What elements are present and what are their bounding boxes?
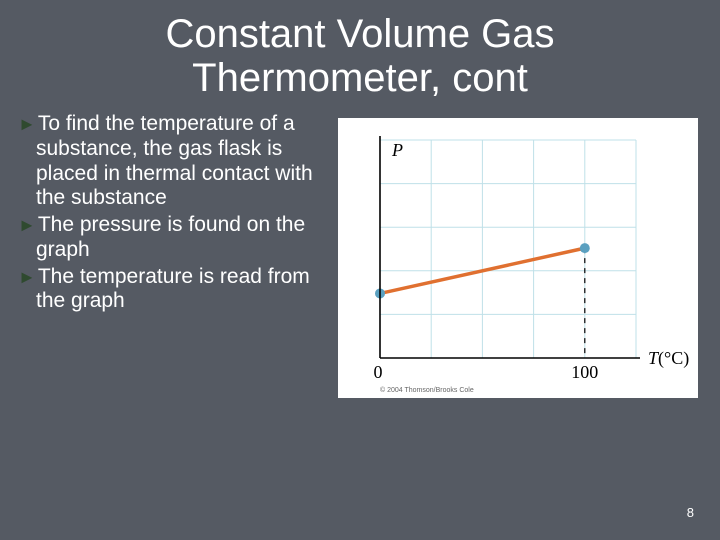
bullet-arrow-icon: ►	[18, 215, 36, 235]
svg-text:100: 100	[571, 362, 598, 382]
bullet-list: ►To find the temperature of a substance,…	[18, 112, 328, 398]
bullet-item: ►To find the temperature of a substance,…	[18, 112, 328, 211]
slide-title: Constant Volume Gas Thermometer, cont	[0, 0, 720, 100]
bullet-text: The temperature is read from the graph	[36, 265, 310, 313]
pressure-temperature-chart: 0 100 P T(°C) © 2004 Thomson/Brooks Cole	[338, 118, 698, 398]
slide: Constant Volume Gas Thermometer, cont ►T…	[0, 0, 720, 540]
svg-text:T(°C): T(°C)	[648, 348, 689, 369]
bullet-item: ►The temperature is read from the graph	[18, 265, 328, 315]
bullet-arrow-icon: ►	[18, 114, 36, 134]
page-number: 8	[687, 505, 694, 520]
bullet-arrow-icon: ►	[18, 267, 36, 287]
bullet-text: The pressure is found on the graph	[36, 213, 305, 261]
svg-text:P: P	[391, 140, 403, 160]
bullet-text: To find the temperature of a substance, …	[36, 112, 313, 209]
chart-svg: 0 100 P T(°C) © 2004 Thomson/Brooks Cole	[338, 118, 698, 398]
title-line-1: Constant Volume Gas	[165, 12, 554, 56]
svg-text:0: 0	[374, 362, 383, 382]
bullet-item: ►The pressure is found on the graph	[18, 213, 328, 263]
title-line-2: Thermometer, cont	[192, 56, 528, 100]
svg-text:© 2004 Thomson/Brooks Cole: © 2004 Thomson/Brooks Cole	[380, 386, 474, 394]
content-area: ►To find the temperature of a substance,…	[0, 100, 720, 398]
